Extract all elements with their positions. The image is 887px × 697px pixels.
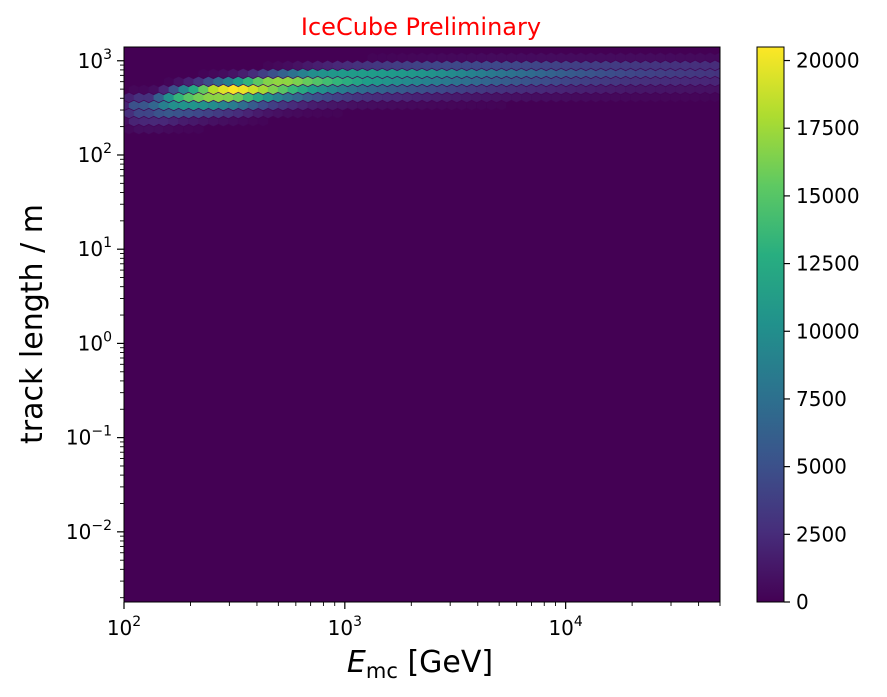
density-bin xyxy=(124,95,125,100)
x-tick-label: 102 xyxy=(107,614,141,640)
density-bin xyxy=(719,79,720,84)
plot-background xyxy=(124,47,720,602)
colorbar-tick-label: 20000 xyxy=(796,49,860,73)
density-bin xyxy=(725,53,735,62)
density-bin xyxy=(719,95,720,100)
density-bin xyxy=(725,85,735,94)
y-tick-label: 102 xyxy=(78,141,112,167)
colorbar-tick-label: 2500 xyxy=(796,522,847,546)
colorbar-tick-label: 0 xyxy=(796,590,809,614)
y-tick-label: 10−2 xyxy=(66,518,112,544)
x-tick-label: 103 xyxy=(328,614,362,640)
colorbar-tick-label: 15000 xyxy=(796,184,860,208)
density-bin xyxy=(109,101,119,110)
density-bin xyxy=(193,124,204,135)
plot-frame xyxy=(123,46,721,603)
density-bin xyxy=(714,52,720,63)
density-bin xyxy=(257,116,269,127)
y-tick-label: 10−1 xyxy=(66,424,112,450)
density-bin xyxy=(709,60,720,71)
x-axis-label: Emc [GeV] xyxy=(347,645,493,683)
x-tick-label: 104 xyxy=(548,614,582,640)
colorbar-tick-label: 17500 xyxy=(796,116,860,140)
x-axis-label-unit: [GeV] xyxy=(398,645,493,680)
colorbar-gradient xyxy=(756,46,785,603)
density-bin xyxy=(109,117,119,126)
y-axis: 10−2 10−1 100 101 102 103 xyxy=(66,47,124,599)
y-axis-label: track length / m xyxy=(15,204,50,444)
chart-title: IceCube Preliminary xyxy=(301,13,541,41)
x-axis-label-symbol: E xyxy=(347,645,366,680)
colorbar-tick-label: 7500 xyxy=(796,387,847,411)
density-bin xyxy=(725,69,735,78)
plot-area xyxy=(109,46,735,603)
colorbar: 0 2500 5000 7500 10000 12500 15000 17500 20000 xyxy=(756,46,860,614)
density-bin xyxy=(332,108,343,119)
colorbar-tick-label: 10000 xyxy=(796,319,860,343)
y-tick-label: 103 xyxy=(78,47,112,73)
density-bin xyxy=(709,92,720,103)
density-bin xyxy=(496,100,507,111)
density-bin xyxy=(714,68,720,79)
colorbar-ticks: 0 2500 5000 7500 10000 12500 15000 17500 20000 xyxy=(784,49,860,614)
colorbar-tick-label: 12500 xyxy=(796,252,860,276)
density-bin xyxy=(719,63,720,68)
y-tick-label: 100 xyxy=(78,329,112,355)
x-axis-label-subscript: mc xyxy=(366,659,398,683)
density-cells xyxy=(109,52,735,135)
x-axis: 102 103 104 xyxy=(107,602,721,640)
y-tick-label: 101 xyxy=(78,235,112,261)
colorbar-tick-label: 5000 xyxy=(796,455,847,479)
density-bin xyxy=(714,84,720,95)
density-bin xyxy=(709,76,720,87)
